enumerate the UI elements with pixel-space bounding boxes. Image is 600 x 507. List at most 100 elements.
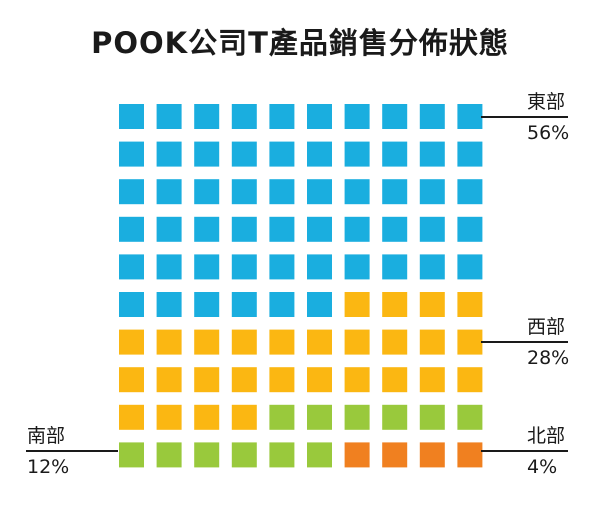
waffle-cell-east [344,179,370,205]
south-label: 南部 [27,425,66,447]
waffle-cell-east [382,179,408,205]
waffle-cell-east [269,254,295,280]
waffle-cell-east [457,104,483,129]
waffle-cell-east [344,141,370,167]
waffle-cell-west [156,367,182,393]
waffle-cell-east [269,216,295,242]
waffle-cell-east [419,179,445,205]
waffle-cell-east [344,104,370,129]
waffle-cell-west [194,404,220,430]
waffle-cell-south [457,404,483,430]
waffle-cell-east [344,216,370,242]
waffle-cell-east [231,141,257,167]
waffle-cell-south [382,404,408,430]
waffle-cell-east [419,104,445,129]
waffle-cell-east [269,104,295,129]
waffle-cell-east [231,179,257,205]
waffle-cell-east [156,216,182,242]
waffle-cell-east [231,216,257,242]
waffle-cell-east [156,179,182,205]
waffle-cell-west [382,329,408,355]
waffle-cell-east [382,141,408,167]
waffle-cell-east [457,254,483,280]
waffle-cell-south [307,404,332,430]
waffle-cell-west [382,367,408,393]
waffle-cell-east [382,216,408,242]
waffle-cell-east [382,104,408,129]
chart-title: POOK公司T產品銷售分佈狀態 [91,26,509,60]
west-callout-line [481,341,568,343]
waffle-cell-east [194,179,220,205]
waffle-cell-west [194,367,220,393]
waffle-cell-east [307,104,332,129]
waffle-cell-east [231,104,257,129]
north-label: 北部 [527,425,566,447]
waffle-cell-east [307,292,332,317]
waffle-cell-east [119,179,144,205]
waffle-cell-west [344,329,370,355]
waffle-cell-east [156,254,182,280]
waffle-cell-east [119,216,144,242]
waffle-cell-east [231,254,257,280]
waffle-cell-west [269,329,295,355]
waffle-cell-east [457,216,483,242]
waffle-cell-south [231,442,257,468]
waffle-cell-west [382,292,408,317]
waffle-cell-east [457,141,483,167]
waffle-cell-west [457,329,483,355]
waffle-cell-east [194,141,220,167]
waffle-cell-south [269,442,295,468]
waffle-cell-east [119,254,144,280]
waffle-cell-east [156,141,182,167]
waffle-cell-east [307,179,332,205]
waffle-cell-west [457,367,483,393]
waffle-cell-east [269,141,295,167]
waffle-cell-east [307,141,332,167]
waffle-cell-south [156,442,182,468]
waffle-cell-north [419,442,445,468]
waffle-cell-west [419,292,445,317]
waffle-cell-west [457,292,483,317]
waffle-cell-east [194,292,220,317]
waffle-cell-east [419,141,445,167]
west-percent: 28% [527,347,570,369]
waffle-cell-east [419,254,445,280]
waffle-cell-east [156,292,182,317]
north-percent: 4% [527,456,558,478]
waffle-cell-east [419,216,445,242]
waffle-cell-west [119,329,144,355]
waffle-cell-west [156,404,182,430]
waffle-cell-south [269,404,295,430]
waffle-cell-north [382,442,408,468]
waffle-cell-west [269,367,295,393]
south-percent: 12% [27,456,70,478]
waffle-cell-east [194,104,220,129]
waffle-cell-east [269,179,295,205]
east-callout-line [481,116,568,118]
waffle-cell-east [231,292,257,317]
waffle-cell-east [119,141,144,167]
waffle-cell-west [119,404,144,430]
waffle-cell-west [231,404,257,430]
waffle-cell-south [419,404,445,430]
waffle-cell-west [156,329,182,355]
east-label: 東部 [527,91,566,113]
waffle-cell-east [194,254,220,280]
waffle-cell-east [307,254,332,280]
waffle-cell-west [231,367,257,393]
waffle-cell-south [119,442,144,468]
waffle-cell-east [457,179,483,205]
waffle-cell-east [269,292,295,317]
waffle-cell-east [344,254,370,280]
waffle-cell-west [307,329,332,355]
waffle-cell-west [194,329,220,355]
waffle-cell-south [194,442,220,468]
waffle-cell-east [382,254,408,280]
west-label: 西部 [527,316,566,338]
waffle-cell-north [457,442,483,468]
east-percent: 56% [527,122,570,144]
waffle-cell-north [344,442,370,468]
waffle-cell-east [119,292,144,317]
waffle-cell-east [119,104,144,129]
